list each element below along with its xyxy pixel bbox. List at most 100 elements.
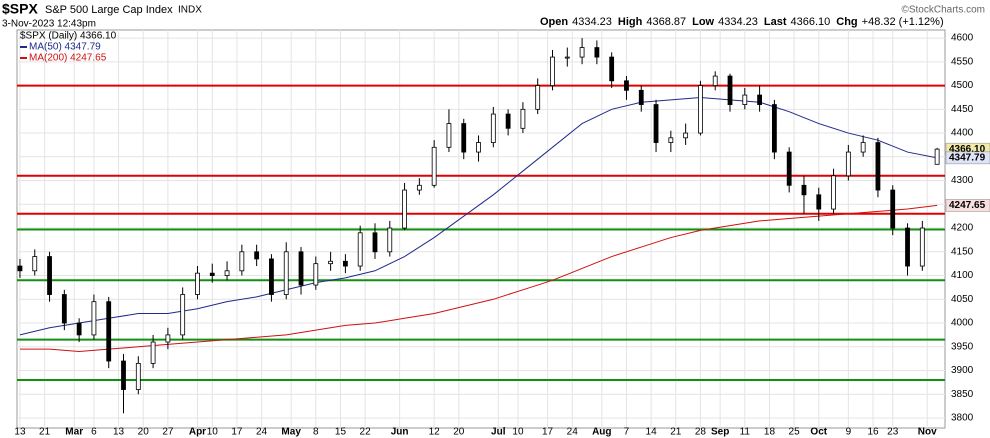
y-tick-label: 4300	[951, 175, 974, 186]
y-tick-label: 4550	[951, 56, 974, 67]
x-tick-label: 9	[846, 427, 852, 438]
candle-body	[698, 85, 703, 134]
candle-body	[47, 256, 52, 295]
x-tick-label: 11	[740, 427, 751, 438]
date: 3-Nov-2023 12:43pm	[2, 19, 96, 30]
y-tick-label: 4450	[951, 104, 974, 115]
candle-body	[831, 175, 836, 210]
index-name: S&P 500 Large Cap Index	[45, 4, 173, 16]
x-tick-label: 17	[542, 427, 554, 438]
candle-body	[283, 251, 289, 295]
y-tick-label: 4100	[951, 270, 974, 281]
candle-body	[653, 104, 659, 143]
candle-body	[564, 56, 570, 59]
x-tick-label: Oct	[810, 427, 827, 438]
candle-body	[919, 227, 925, 267]
candle-body	[416, 184, 422, 191]
x-tick-label: 25	[789, 427, 801, 438]
x-tick-label: 18	[764, 427, 776, 438]
y-tick-label: 4150	[951, 246, 974, 257]
candle-body	[195, 272, 200, 295]
candle-body	[757, 94, 762, 105]
candle-body	[905, 227, 910, 267]
candle-body	[32, 256, 38, 272]
price-tag	[945, 199, 990, 212]
x-tick-label: 16	[867, 427, 879, 438]
y-tick-label: 3800	[951, 413, 974, 424]
x-tick-label: 22	[360, 427, 372, 438]
candle-body	[520, 108, 526, 129]
x-tick-label: May	[281, 427, 301, 438]
candle-body	[180, 294, 186, 336]
candle-body	[328, 260, 334, 265]
x-tick-label: 12	[429, 427, 441, 438]
candle-body	[476, 142, 481, 153]
candle-body	[771, 104, 777, 153]
exchange: INDX	[178, 5, 202, 16]
candle-body	[816, 194, 822, 210]
candle-body	[431, 146, 437, 186]
candle-body	[165, 334, 171, 343]
candle-body	[490, 113, 496, 143]
quote: Open 4334.23 High 4368.87 Low 4334.23 Last 4366…	[540, 16, 944, 28]
price-tag-label: 4247.65	[949, 200, 986, 211]
candle-body	[535, 85, 541, 110]
candle-body	[254, 251, 260, 260]
x-tick-label: 21	[39, 427, 51, 438]
x-tick-label: 14	[646, 427, 658, 438]
candle-body	[461, 123, 467, 153]
x-tick-label: 24	[567, 427, 579, 438]
x-tick-label: 13	[14, 427, 26, 438]
x-tick-label: 13	[113, 427, 125, 438]
candle-body	[17, 265, 23, 272]
candle-body	[638, 89, 644, 105]
x-tick-label: 20	[453, 427, 465, 438]
candle-body	[727, 75, 733, 105]
quote-label: Low	[692, 16, 714, 28]
candles	[17, 38, 940, 414]
candle-body	[594, 47, 600, 58]
candle-body	[742, 94, 748, 105]
x-tick-label: 23	[887, 427, 899, 438]
x-tick-label: Sep	[711, 427, 729, 438]
x-tick-label: 6	[91, 427, 97, 438]
labels: 3800385039003950400040504100415042004250…	[14, 33, 990, 438]
x-tick-label: 15	[335, 427, 347, 438]
x-tick-label: 7	[624, 427, 630, 438]
x-tick-label: 8	[313, 427, 319, 438]
candle-body	[239, 251, 245, 272]
y-tick-label: 4600	[951, 33, 974, 44]
y-tick-label: 3850	[951, 389, 974, 400]
x-tick-label: Mar	[65, 427, 83, 438]
x-tick-label: Jul	[491, 427, 506, 438]
quote-label: Open	[540, 16, 568, 28]
price-tag-label: 4347.79	[949, 152, 986, 163]
y-tick-label: 4050	[951, 294, 974, 305]
candle-body	[209, 272, 215, 276]
candle-body	[934, 148, 940, 165]
y-tick-label: 4200	[951, 223, 974, 234]
candle-body	[801, 184, 807, 196]
copyright: ©StockCharts.com	[901, 5, 985, 16]
legend-label: MA(50) 4347.79	[29, 42, 101, 53]
candle-body	[313, 263, 319, 286]
x-tick-label: 27	[162, 427, 174, 438]
quote-value: 4334.23	[572, 16, 612, 28]
candle-body	[624, 80, 629, 91]
candle-body	[91, 301, 97, 336]
candle-body	[342, 260, 348, 267]
legend-price: $SPX (Daily) 4366.10	[20, 31, 117, 42]
y-tick-label: 4000	[951, 318, 974, 329]
candle-body	[683, 132, 689, 139]
candle-body	[712, 75, 718, 86]
candle-body	[357, 232, 363, 267]
legend-label: MA(200) 4247.65	[29, 53, 107, 64]
candle-body	[106, 301, 112, 362]
candle-body	[387, 227, 393, 253]
candle-body	[298, 251, 304, 286]
quote-label: Chg	[836, 16, 857, 28]
candle-body	[609, 56, 615, 82]
ma-line	[19, 204, 938, 353]
quote-label: High	[618, 16, 643, 28]
